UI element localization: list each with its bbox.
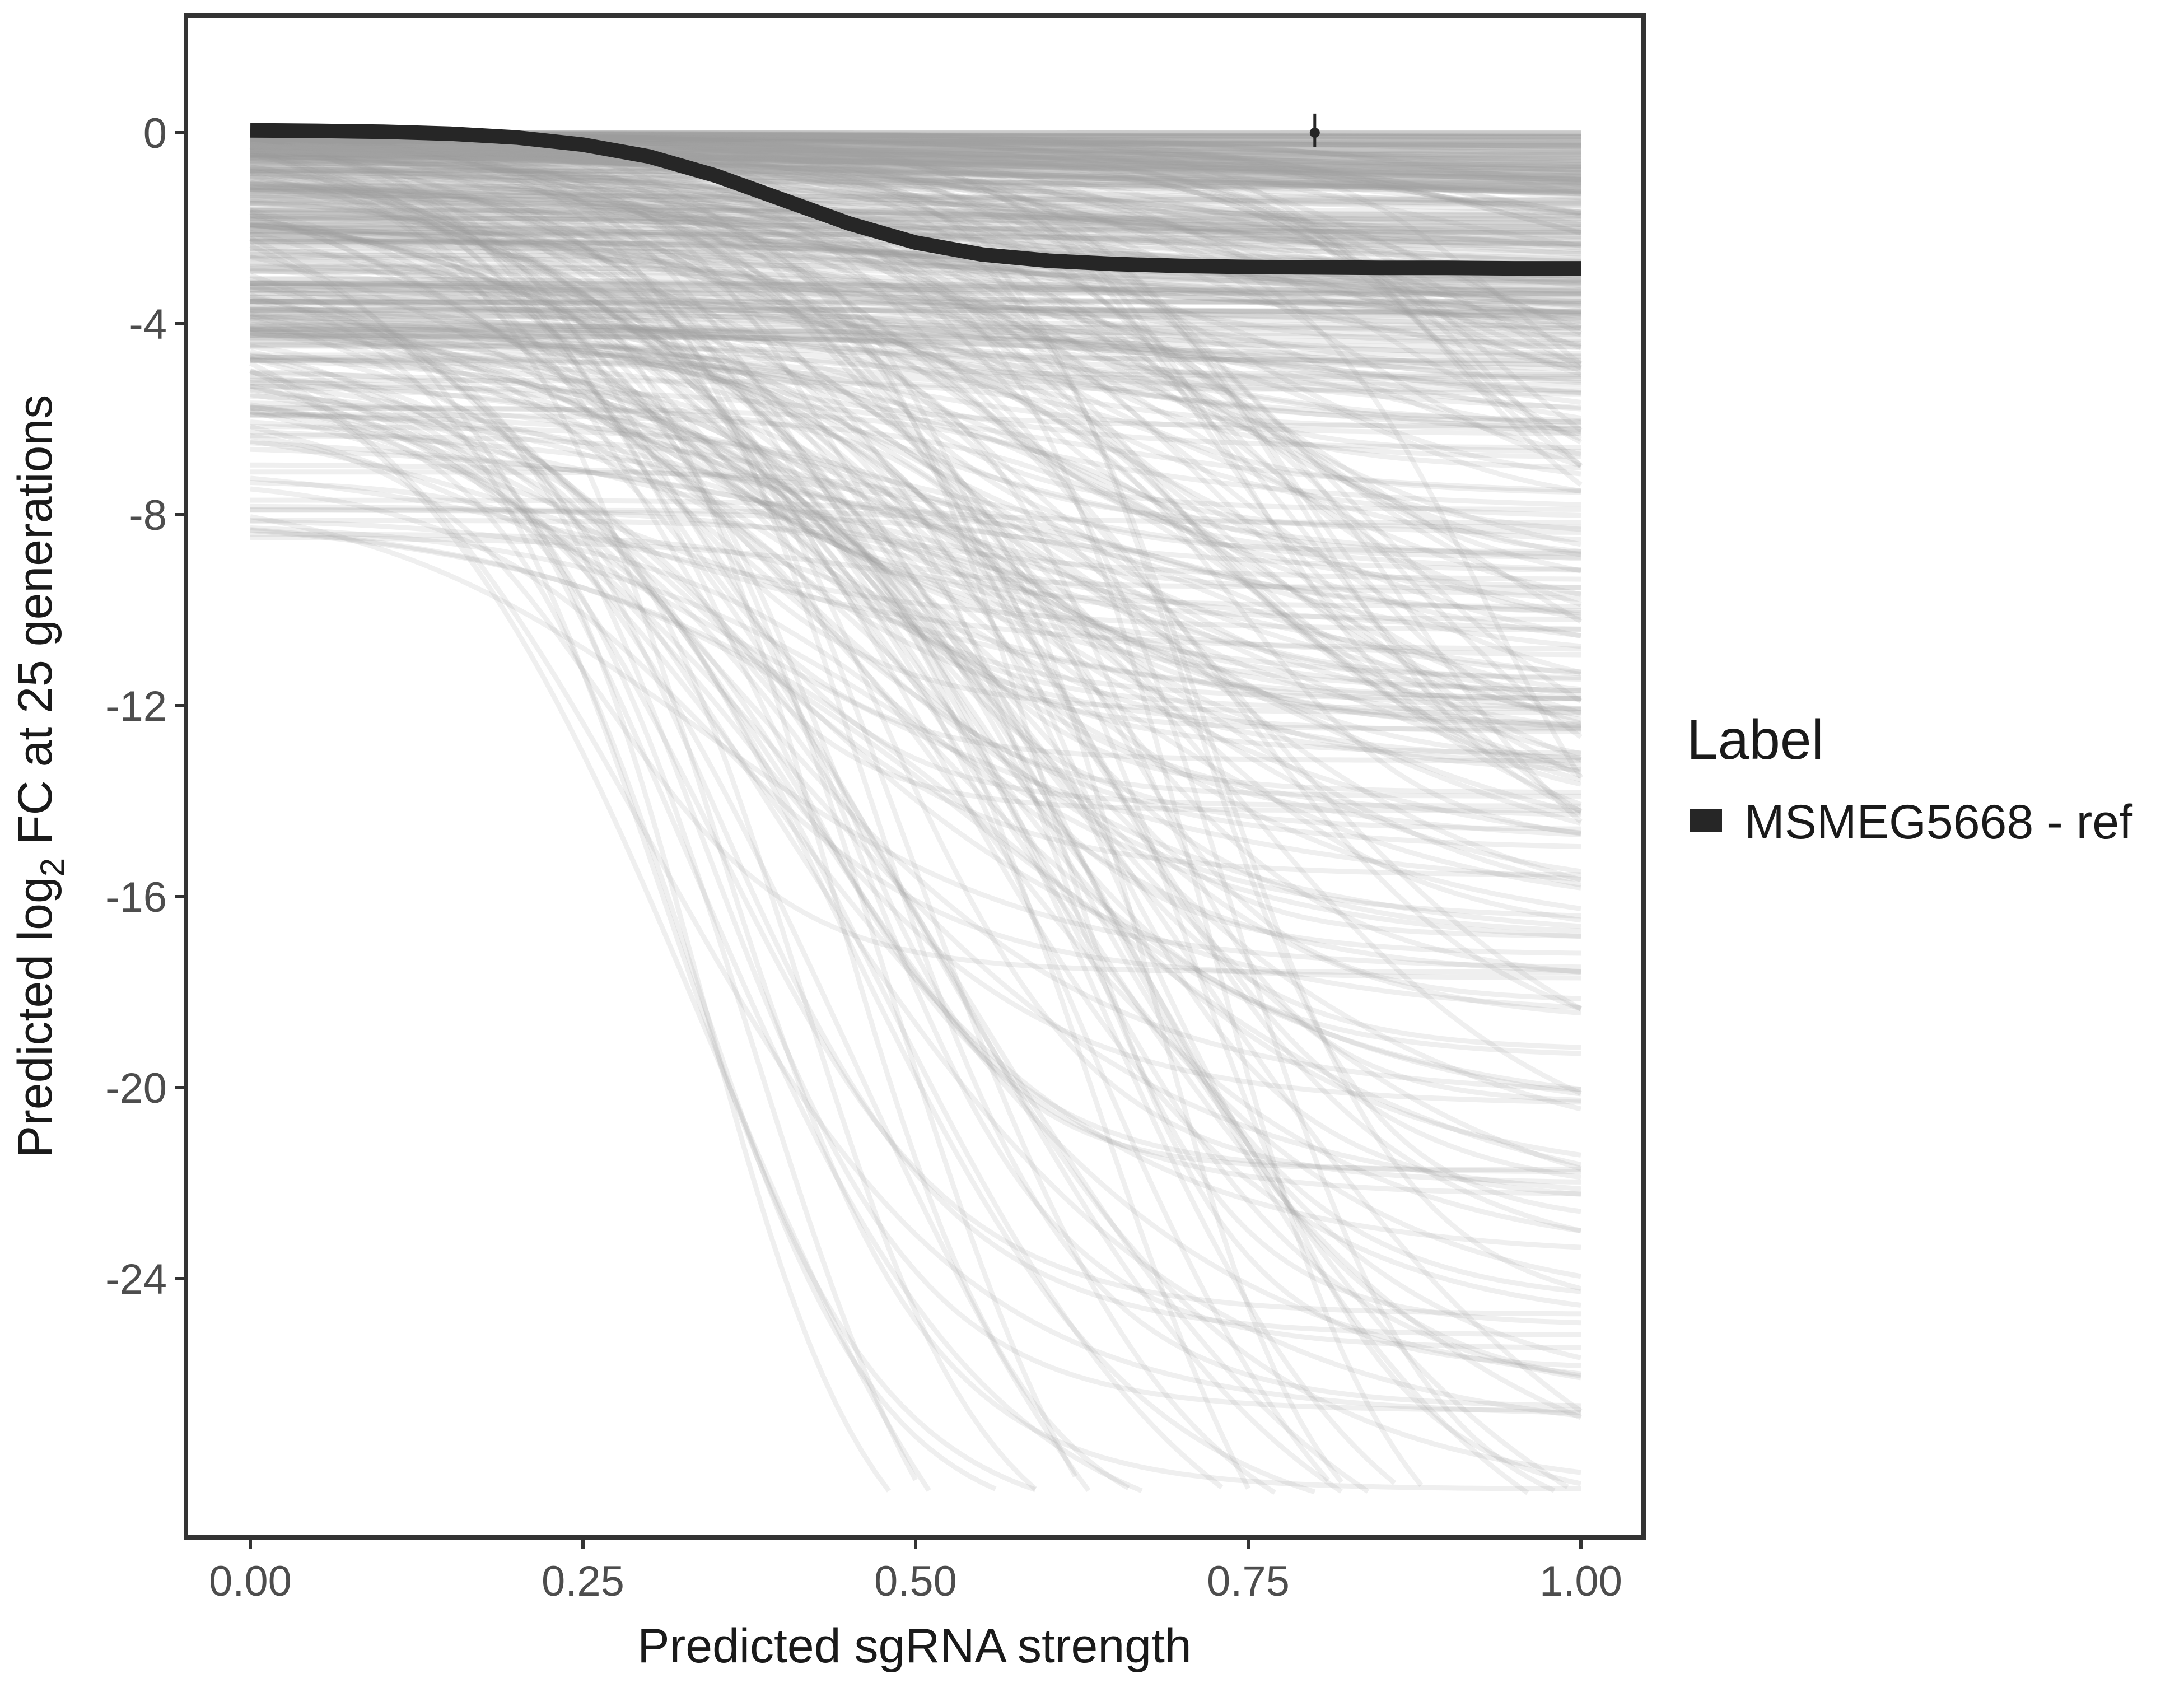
x-tick-label: 0.00	[209, 1558, 292, 1605]
x-tick-label: 1.00	[1539, 1558, 1622, 1605]
y-tick-label: -16	[105, 874, 167, 921]
x-tick-label: 0.50	[874, 1558, 957, 1605]
y-tick-label: -24	[105, 1256, 167, 1303]
legend-label-msmeg5668: MSMEG5668 - ref	[1744, 795, 2133, 849]
x-tick-label: 0.25	[542, 1558, 624, 1605]
x-axis-title: Predicted sgRNA strength	[637, 1619, 1192, 1673]
x-tick-label: 0.75	[1207, 1558, 1290, 1605]
y-tick-label: -8	[129, 492, 167, 539]
legend-title: Label	[1687, 708, 1824, 771]
y-tick-label: -20	[105, 1065, 167, 1112]
error-point	[1310, 128, 1320, 138]
y-axis-title-prefix: Predicted log	[8, 877, 62, 1158]
y-axis-title: Predicted log2 FC at 25 generations	[8, 395, 71, 1158]
y-tick-label: 0	[143, 110, 167, 157]
y-tick-label: -12	[105, 683, 167, 730]
legend-key-msmeg5668	[1690, 809, 1722, 832]
y-axis-title-suffix: FC at 25 generations	[8, 395, 62, 858]
y-axis-title-subscript: 2	[34, 858, 71, 877]
y-tick-label: -4	[129, 301, 167, 348]
